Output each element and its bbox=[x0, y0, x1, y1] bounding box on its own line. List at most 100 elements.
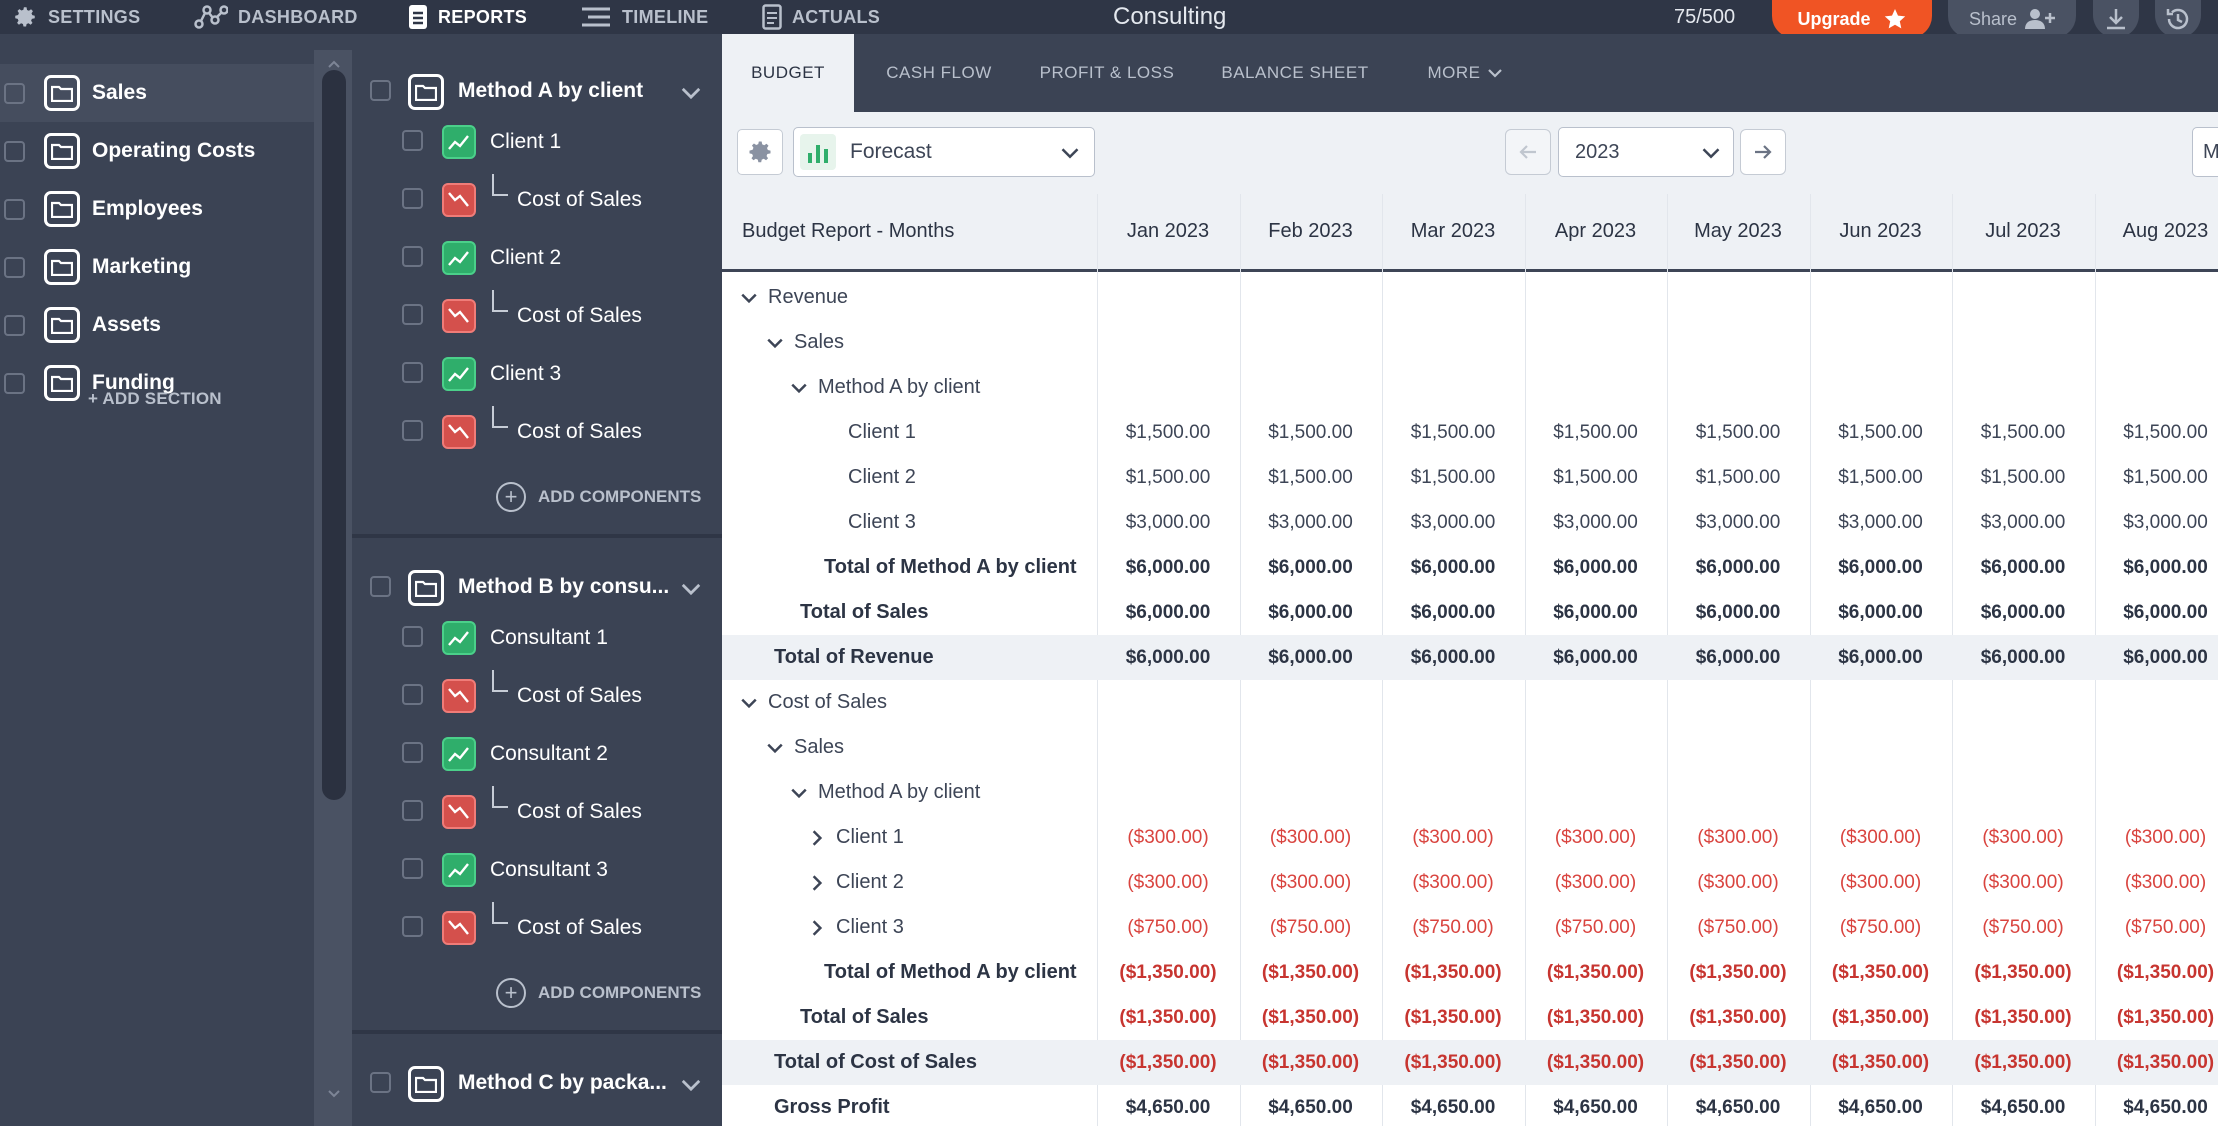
table-cell[interactable]: ($300.00) bbox=[1554, 827, 1637, 848]
component-checkbox[interactable] bbox=[402, 626, 423, 647]
table-cell[interactable]: $6,000.00 bbox=[1838, 602, 1923, 623]
chevron-down-icon[interactable] bbox=[740, 694, 758, 712]
table-cell[interactable]: ($1,350.00) bbox=[2116, 962, 2215, 983]
chevron-right-icon[interactable] bbox=[808, 919, 826, 937]
table-cell[interactable]: ($1,350.00) bbox=[1831, 1052, 1930, 1073]
table-cell[interactable]: ($750.00) bbox=[1839, 917, 1922, 938]
scenario-select[interactable]: Forecast bbox=[793, 127, 1095, 177]
table-cell[interactable]: $6,000.00 bbox=[1125, 602, 1211, 623]
table-cell[interactable]: $6,000.00 bbox=[1553, 647, 1638, 668]
table-cell[interactable]: $6,000.00 bbox=[1838, 647, 1923, 668]
nav-dashboard[interactable]: DASHBOARD bbox=[194, 0, 358, 34]
table-cell[interactable]: ($1,350.00) bbox=[1831, 962, 1930, 983]
sidebar-item-operating-costs[interactable]: Operating Costs bbox=[0, 122, 314, 180]
add-section-button[interactable]: + ADD SECTION bbox=[88, 389, 222, 408]
table-cell[interactable]: $3,000.00 bbox=[1268, 512, 1353, 533]
sidebar-item-funding[interactable]: Funding bbox=[0, 354, 314, 412]
table-cell[interactable]: $6,000.00 bbox=[1695, 602, 1781, 623]
year-select[interactable]: 2023 bbox=[1558, 127, 1734, 177]
component-checkbox[interactable] bbox=[402, 362, 423, 383]
table-cell[interactable]: $3,000.00 bbox=[1980, 512, 2066, 533]
table-cell[interactable]: $6,000.00 bbox=[1268, 557, 1353, 578]
table-cell[interactable]: $4,650.00 bbox=[1980, 1097, 2066, 1118]
nav-actuals[interactable]: ACTUALS bbox=[762, 0, 880, 34]
sidebar-item-sales[interactable]: Sales bbox=[0, 64, 314, 122]
table-cell[interactable]: $6,000.00 bbox=[1838, 557, 1923, 578]
table-cell[interactable]: $1,500.00 bbox=[1553, 422, 1638, 443]
table-cell[interactable]: $1,500.00 bbox=[1125, 422, 1211, 443]
table-cell[interactable]: $6,000.00 bbox=[1695, 557, 1781, 578]
chevron-down-icon[interactable] bbox=[680, 82, 702, 104]
tab-cash-flow[interactable]: CASH FLOW bbox=[886, 63, 992, 82]
component-checkbox[interactable] bbox=[402, 858, 423, 879]
table-cell[interactable]: ($750.00) bbox=[1412, 917, 1494, 938]
next-year-button[interactable] bbox=[1740, 129, 1786, 175]
sidebar-item-marketing[interactable]: Marketing bbox=[0, 238, 314, 296]
table-cell[interactable]: ($1,350.00) bbox=[1404, 1052, 1502, 1073]
table-cell[interactable]: $6,000.00 bbox=[2123, 602, 2208, 623]
row-label[interactable]: Cost of Sales bbox=[740, 680, 887, 725]
table-cell[interactable]: $6,000.00 bbox=[1553, 557, 1638, 578]
table-cell[interactable]: $6,000.00 bbox=[1410, 557, 1496, 578]
table-cell[interactable]: $4,650.00 bbox=[1268, 1097, 1353, 1118]
table-cell[interactable]: $6,000.00 bbox=[1268, 602, 1353, 623]
table-cell[interactable]: ($1,350.00) bbox=[1261, 1007, 1360, 1028]
table-cell[interactable]: $1,500.00 bbox=[1838, 467, 1923, 488]
chevron-down-icon[interactable] bbox=[680, 1074, 702, 1096]
table-cell[interactable]: $6,000.00 bbox=[1695, 647, 1781, 668]
table-cell[interactable]: $3,000.00 bbox=[1838, 512, 1923, 533]
table-cell[interactable]: ($750.00) bbox=[1269, 917, 1352, 938]
section-checkbox[interactable] bbox=[4, 140, 25, 162]
chevron-right-icon[interactable] bbox=[808, 874, 826, 892]
table-cell[interactable]: $3,000.00 bbox=[1125, 512, 1211, 533]
table-cell[interactable]: $6,000.00 bbox=[1125, 557, 1211, 578]
table-cell[interactable]: ($1,350.00) bbox=[1546, 962, 1645, 983]
table-cell[interactable]: ($300.00) bbox=[1982, 827, 2064, 848]
table-cell[interactable]: $1,500.00 bbox=[1695, 422, 1781, 443]
table-cell[interactable]: ($300.00) bbox=[1697, 827, 1779, 848]
nav-settings[interactable]: SETTINGS bbox=[12, 0, 140, 34]
table-cell[interactable]: $1,500.00 bbox=[1410, 422, 1496, 443]
prev-year-button[interactable] bbox=[1505, 129, 1551, 175]
add-components-button[interactable]: + ADD COMPONENTS bbox=[496, 978, 701, 1008]
chevron-down-icon[interactable] bbox=[766, 739, 784, 757]
tab-more[interactable]: MORE bbox=[1400, 34, 1530, 112]
table-cell[interactable]: $1,500.00 bbox=[1410, 467, 1496, 488]
table-cell[interactable]: ($1,350.00) bbox=[1974, 1052, 2072, 1073]
table-cell[interactable]: ($300.00) bbox=[1554, 872, 1637, 893]
table-cell[interactable]: ($750.00) bbox=[1554, 917, 1637, 938]
table-cell[interactable]: $3,000.00 bbox=[1695, 512, 1781, 533]
table-cell[interactable]: ($300.00) bbox=[1269, 872, 1352, 893]
table-cell[interactable]: ($300.00) bbox=[1127, 827, 1209, 848]
table-cell[interactable]: $1,500.00 bbox=[2123, 422, 2208, 443]
table-cell[interactable]: ($1,350.00) bbox=[1974, 1007, 2072, 1028]
table-cell[interactable]: ($1,350.00) bbox=[1689, 1052, 1787, 1073]
table-cell[interactable]: $1,500.00 bbox=[2123, 467, 2208, 488]
table-cell[interactable]: $6,000.00 bbox=[1410, 647, 1496, 668]
table-cell[interactable]: $1,500.00 bbox=[1125, 467, 1211, 488]
tab-balance-sheet[interactable]: BALANCE SHEET bbox=[1221, 63, 1369, 82]
tab-budget[interactable]: BUDGET bbox=[722, 34, 854, 112]
group-checkbox[interactable] bbox=[370, 1072, 391, 1093]
table-cell[interactable]: $3,000.00 bbox=[1410, 512, 1496, 533]
row-label[interactable]: Revenue bbox=[740, 275, 848, 320]
row-label[interactable]: Client 3 bbox=[808, 905, 904, 950]
table-cell[interactable]: ($1,350.00) bbox=[1119, 1052, 1217, 1073]
report-settings-button[interactable] bbox=[737, 129, 783, 175]
chevron-down-icon[interactable] bbox=[790, 784, 808, 802]
table-cell[interactable]: $6,000.00 bbox=[1980, 647, 2066, 668]
chevron-down-icon[interactable] bbox=[680, 578, 702, 600]
table-cell[interactable]: ($1,350.00) bbox=[1404, 1007, 1502, 1028]
table-cell[interactable]: ($1,350.00) bbox=[1119, 962, 1217, 983]
section-checkbox[interactable] bbox=[4, 82, 25, 104]
row-label[interactable]: Sales bbox=[766, 320, 844, 365]
table-cell[interactable]: $6,000.00 bbox=[1553, 602, 1638, 623]
table-cell[interactable]: ($300.00) bbox=[1412, 872, 1494, 893]
table-cell[interactable]: $6,000.00 bbox=[1980, 602, 2066, 623]
table-cell[interactable]: ($300.00) bbox=[1839, 827, 1922, 848]
table-cell[interactable]: $1,500.00 bbox=[1980, 467, 2066, 488]
table-cell[interactable]: ($1,350.00) bbox=[1689, 962, 1787, 983]
row-label[interactable]: Client 2 bbox=[808, 860, 904, 905]
upgrade-button[interactable]: Upgrade bbox=[1772, 0, 1932, 38]
table-cell[interactable]: ($1,350.00) bbox=[1404, 962, 1502, 983]
